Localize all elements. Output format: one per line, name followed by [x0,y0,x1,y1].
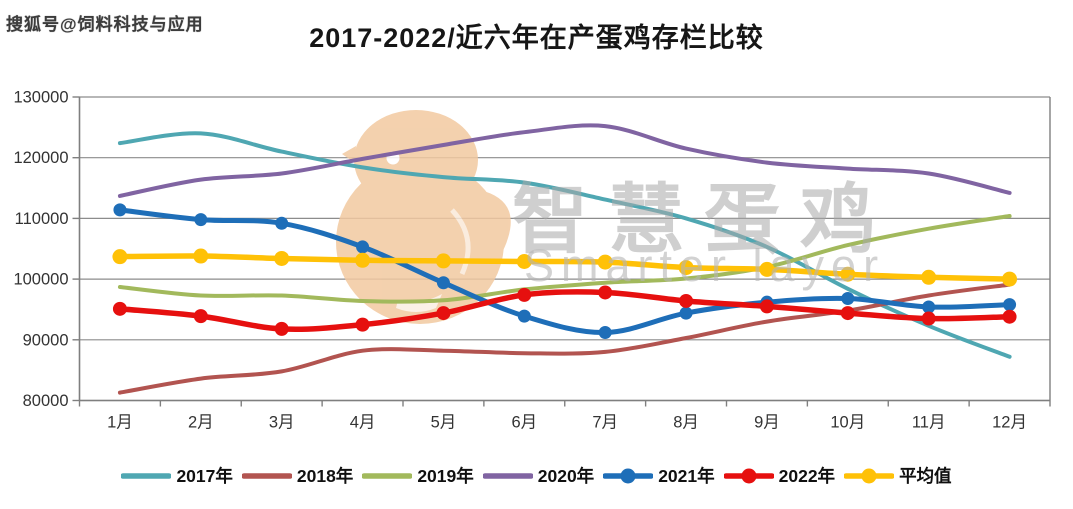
legend-item-2019年: 2019年 [362,463,474,488]
series-marker-平均值 [516,253,532,269]
legend-swatch-icon [241,472,292,479]
series-marker-2022年 [112,301,127,316]
series-marker-2021年 [841,292,855,306]
series-marker-2022年 [921,311,936,326]
legend-swatch-icon [121,472,172,479]
x-tick-label: 10月 [830,414,865,432]
series-marker-2022年 [355,317,370,332]
legend-item-2017年: 2017年 [121,463,233,488]
series-marker-2022年 [274,321,289,336]
series-marker-2022年 [598,285,613,300]
x-tick-label: 6月 [511,414,537,432]
series-line-2020年 [117,123,1012,198]
legend-label: 2018年 [296,466,354,486]
legend-swatch-icon [603,468,654,483]
series-marker-平均值 [435,253,451,269]
series-marker-2021年 [275,216,289,230]
series-marker-平均值 [274,250,290,266]
series-marker-平均值 [1002,271,1018,287]
series-marker-2021年 [922,300,936,314]
series-line-2019年 [117,214,1012,304]
series-marker-平均值 [597,254,613,270]
series-marker-2022年 [193,309,208,324]
legend-label: 2022年 [778,466,836,486]
series-marker-2021年 [517,309,531,323]
y-tick-label: 130000 [13,89,68,107]
series-marker-平均值 [921,269,937,285]
legend-swatch-icon [482,472,533,479]
x-tick-label: 1月 [107,414,133,432]
x-tick-label: 5月 [431,414,457,432]
legend-label: 平均值 [899,466,952,486]
page-title: 2017-2022/近六年在产蛋鸡存栏比较 [309,23,764,53]
legend-item-2020年: 2020年 [482,463,595,488]
series-marker-2021年 [113,203,127,217]
y-tick-label: 110000 [15,210,69,228]
legend-swatch-icon [362,472,413,479]
legend-item-平均值: 平均值 [844,463,952,488]
series-marker-2021年 [598,326,612,340]
x-tick-label: 4月 [350,414,376,432]
legend-label: 2019年 [417,466,474,486]
series-marker-2022年 [679,293,694,308]
legend-label: 2020年 [537,466,595,486]
legend-item-2021年: 2021年 [603,463,715,488]
series-line-2018年 [117,282,1012,395]
chart-legend: 2017年 2018年 2019年 2020年 2021年 2022年 平均值 [0,463,1073,488]
y-tick-label: 80000 [23,392,69,410]
x-tick-label: 3月 [269,414,295,432]
y-tick-label: 120000 [13,149,68,167]
legend-label: 2021年 [658,466,715,486]
x-tick-label: 2月 [188,414,214,432]
legend-item-2018年: 2018年 [241,463,354,488]
x-tick-label: 9月 [754,414,780,432]
series-marker-平均值 [678,260,694,276]
series-marker-平均值 [193,248,209,264]
series-marker-2021年 [679,306,693,320]
legend-swatch-icon [723,468,774,483]
series-marker-平均值 [840,266,856,282]
legend-label: 2017年 [176,466,233,486]
series-marker-平均值 [355,252,371,268]
series-marker-2022年 [759,299,774,314]
sohu-watermark-text: 搜狐号@饲料科技与应用 [6,15,204,34]
series-marker-平均值 [759,261,775,277]
series-marker-2021年 [1003,298,1017,312]
x-tick-label: 8月 [673,414,699,432]
y-tick-label: 90000 [23,331,69,349]
x-tick-label: 11月 [912,414,946,432]
series-line-平均值 [117,253,1013,282]
series-marker-2021年 [194,213,208,227]
series-marker-2022年 [517,287,532,302]
series-marker-2022年 [840,306,855,321]
series-line-2022年 [117,289,1013,332]
y-tick-label: 100000 [13,271,68,289]
series-line-2021年 [117,207,1013,336]
series-line-2017年 [117,131,1012,359]
legend-item-2022年: 2022年 [723,463,836,488]
legend-swatch-icon [844,468,895,483]
series-marker-2021年 [356,240,370,254]
series-marker-2022年 [436,306,451,321]
chick-watermark-icon [336,110,511,324]
series-marker-2021年 [436,276,450,290]
series-marker-2022年 [1002,309,1017,324]
x-tick-label: 12月 [992,414,1027,432]
x-tick-label: 7月 [592,414,618,432]
series-marker-平均值 [112,249,128,265]
